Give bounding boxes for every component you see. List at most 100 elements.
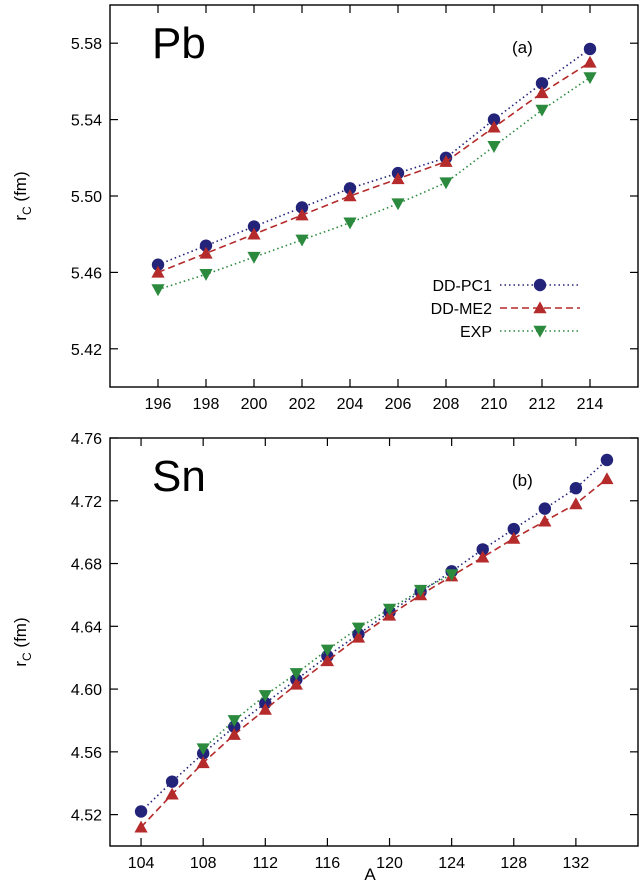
data-point — [151, 284, 165, 297]
data-point — [295, 201, 309, 214]
x-tick-label: 214 — [577, 396, 604, 413]
data-point — [199, 239, 213, 252]
data-point — [413, 584, 428, 597]
x-axis-label: A — [364, 865, 376, 884]
y-tick-label: 4.72 — [71, 494, 102, 511]
series-line — [140, 459, 608, 813]
x-tick-label: 116 — [315, 855, 341, 872]
data-point — [199, 269, 213, 281]
data-point — [134, 820, 148, 833]
x-tick-label: 210 — [481, 396, 508, 413]
x-tick-label: 212 — [529, 396, 556, 413]
x-tick-label: 198 — [193, 396, 220, 413]
data-point — [227, 715, 241, 728]
series-dd-me2 — [151, 55, 597, 278]
panel-tag: (b) — [512, 471, 533, 490]
data-point — [151, 265, 165, 278]
y-tick-label: 5.54 — [71, 113, 102, 130]
data-point — [320, 654, 335, 667]
data-point — [351, 622, 366, 635]
data-point — [134, 805, 148, 818]
data-point — [439, 155, 453, 167]
series-line — [140, 478, 608, 828]
y-tick-label: 5.46 — [71, 265, 102, 282]
x-tick-label: 108 — [190, 855, 217, 872]
data-point — [538, 502, 552, 515]
data-point — [439, 177, 453, 190]
y-tick-label: 4.68 — [71, 557, 102, 574]
data-point — [507, 522, 520, 536]
x-tick-label: 196 — [145, 396, 172, 413]
data-point — [535, 77, 549, 90]
legend-marker — [533, 278, 547, 292]
data-point — [445, 569, 459, 582]
series-dd-me2 — [134, 472, 614, 833]
legend: DD-PC1 DD-ME2 EXP — [431, 278, 580, 341]
data-point — [583, 55, 597, 68]
data-point — [343, 217, 357, 230]
y-axis-label: rC (fm) — [11, 171, 34, 220]
data-point — [535, 104, 549, 117]
legend-label: DD-PC1 — [432, 278, 492, 295]
data-point — [476, 550, 490, 563]
data-point — [569, 497, 583, 510]
data-point — [165, 787, 179, 800]
series-line — [157, 61, 591, 274]
panel-title: Sn — [152, 452, 206, 501]
x-tick-label: 204 — [337, 396, 364, 413]
data-point — [199, 246, 213, 259]
series-dd-pc1 — [151, 42, 597, 271]
data-point — [583, 72, 597, 85]
data-point — [343, 182, 357, 195]
legend-marker — [533, 301, 547, 314]
legend-label: EXP — [460, 324, 492, 341]
data-point — [196, 743, 210, 756]
series-exp — [151, 72, 597, 297]
data-point — [247, 227, 261, 240]
data-point — [382, 603, 397, 616]
data-point — [258, 702, 272, 715]
y-tick-label: 5.42 — [71, 342, 102, 359]
data-point — [487, 113, 501, 126]
data-point — [391, 172, 405, 185]
data-point — [289, 668, 303, 680]
y-axis-label: rC (fm) — [11, 617, 34, 666]
data-point — [320, 644, 335, 657]
data-point — [227, 727, 241, 740]
panel-sn: 104 108 112 116 120 124 128 132 4.52 4.56 4.60 4.64… — [11, 431, 639, 884]
series-exp — [196, 569, 459, 756]
data-point — [247, 251, 261, 264]
series-line — [157, 48, 591, 266]
plot-frame — [109, 437, 639, 847]
y-tick-label: 4.76 — [71, 431, 102, 448]
y-tick-label: 5.50 — [71, 189, 102, 206]
x-tick-label: 104 — [128, 855, 155, 872]
data-point — [487, 141, 501, 153]
panel-pb: 196 198 200 202 204 206 208 210 212 214 5.42 5.46 5.… — [11, 4, 639, 413]
data-point — [295, 234, 309, 247]
x-tick-label: 206 — [385, 396, 412, 413]
x-tick-label: 112 — [253, 855, 279, 872]
data-point — [569, 482, 583, 495]
data-point — [258, 690, 272, 702]
legend-label: DD-ME2 — [431, 301, 492, 318]
x-tick-label: 202 — [289, 396, 316, 413]
x-tick-label: 124 — [438, 855, 465, 872]
x-tick-label: 132 — [563, 855, 590, 872]
y-tick-label: 4.52 — [71, 808, 102, 825]
data-point — [476, 543, 489, 556]
y-tick-label: 5.58 — [71, 36, 102, 53]
x-tick-label: 128 — [500, 855, 527, 872]
panel-tag: (a) — [512, 38, 533, 57]
data-point — [487, 120, 501, 133]
y-tick-label: 4.60 — [71, 682, 102, 699]
data-point — [600, 472, 614, 485]
data-point — [507, 531, 521, 544]
legend-marker — [533, 325, 547, 338]
x-tick-label: 208 — [433, 396, 460, 413]
data-point — [538, 514, 552, 527]
data-point — [600, 453, 614, 467]
data-point — [535, 86, 549, 99]
x-tick-label: 120 — [376, 855, 403, 872]
